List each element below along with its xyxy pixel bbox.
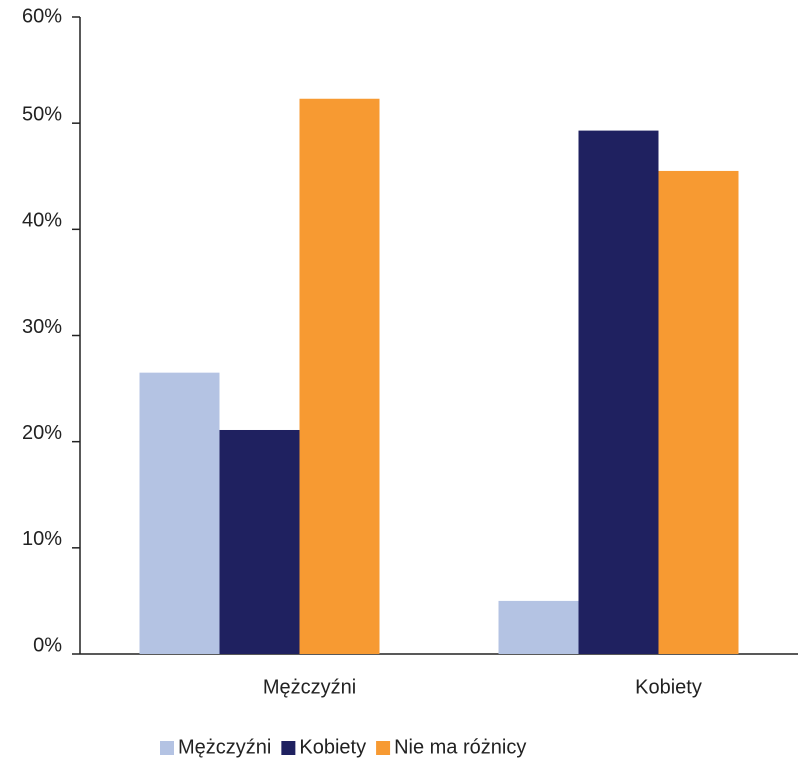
legend-label: Nie ma różnicy [394,736,526,758]
y-tick-label: 10% [22,528,62,550]
x-tick-label: Mężczyźni [263,676,356,698]
y-tick-label: 0% [33,634,62,656]
legend-swatch [160,741,174,755]
legend-label: Kobiety [299,736,366,758]
bar [299,98,380,654]
legend-swatch [376,741,391,755]
bar [139,372,220,654]
x-tick-label: Kobiety [635,676,702,698]
bar [658,170,739,655]
y-tick-label: 30% [22,316,62,338]
bar [578,130,659,654]
y-tick-label: 40% [22,210,62,232]
y-tick-label: 50% [22,103,62,125]
legend-swatch [281,741,296,755]
y-tick-label: 60% [22,5,62,27]
legend-label: Mężczyźni [178,736,271,758]
bar [219,429,300,654]
bar [498,600,579,654]
y-tick-label: 20% [22,422,62,444]
